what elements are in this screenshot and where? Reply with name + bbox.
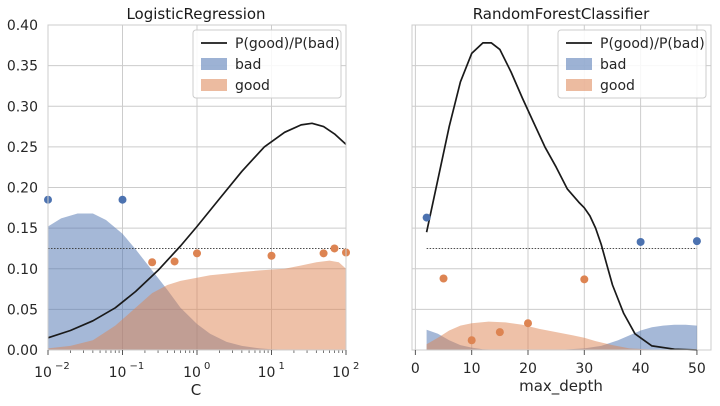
good-point	[148, 258, 157, 267]
bad-point	[692, 237, 701, 246]
x-tick-label: 40	[632, 361, 650, 377]
x-tick-label-base: 10	[109, 365, 127, 381]
x-tick-label-exponent: 1	[279, 361, 285, 372]
good_points	[439, 274, 589, 345]
legend: P(good)/P(bad) bad good	[192, 29, 342, 99]
bad-point	[118, 195, 127, 204]
y-tick-label: 0.20	[7, 181, 38, 197]
x-tick-label-exponent: −1	[130, 361, 145, 372]
x-axis-label: max_depth	[519, 377, 603, 396]
legend-label: bad	[600, 57, 626, 73]
y-tick-label: 0.15	[7, 221, 38, 237]
y-tick-label: 0.35	[7, 59, 38, 75]
x-tick-labels: 10 −2 10 −1 10 0 10 1 10 2	[34, 350, 359, 381]
good_points	[148, 244, 350, 267]
legend-bad-swatch	[201, 58, 227, 70]
bad_points	[422, 213, 701, 246]
x-tick-label-exponent: 0	[204, 361, 210, 372]
good-point	[495, 328, 504, 337]
y-tick-label: 0.40	[7, 18, 38, 34]
y-tick-label: 0.05	[7, 302, 38, 318]
x-tick-label-base: 10	[332, 365, 350, 381]
legend-label: P(good)/P(bad)	[235, 36, 340, 52]
bad-point	[422, 213, 431, 222]
legend-bad-swatch	[566, 58, 592, 70]
good-density-area	[48, 260, 346, 350]
x-tick-label: 20	[519, 361, 537, 377]
legend-label: good	[235, 78, 270, 94]
legend-good-swatch	[201, 79, 227, 91]
x-tick-label: 10	[463, 361, 481, 377]
x-tick-label: 0	[411, 361, 420, 377]
legend-label: P(good)/P(bad)	[600, 36, 705, 52]
x-tick-label-exponent: 2	[353, 361, 359, 372]
good-point	[467, 336, 476, 345]
plot-frame	[411, 24, 712, 351]
x-tick-label: 30	[575, 361, 593, 377]
x-tick-label: 50	[688, 361, 706, 377]
random-forest-panel: RandomForestClassifier 0 10 20 30 40 50 P(good…	[411, 5, 712, 396]
logistic-regression-panel: LogisticRegression 0.000.050.100.150.200…	[7, 5, 360, 399]
legend-label: bad	[235, 57, 261, 73]
y-tick-labels: 0.00 0.05 0.10 0.15 0.20 0.25 0.30 0.35 0.40	[7, 18, 38, 359]
bad-density-area	[48, 213, 346, 350]
x-tick-labels: 0 10 20 30 40 50	[411, 350, 706, 377]
y-tick-label: 0.00	[7, 343, 38, 359]
chart-title: LogisticRegression	[126, 5, 265, 23]
legend-box	[557, 29, 707, 99]
good-point	[523, 319, 532, 328]
ratio-line	[425, 42, 697, 351]
y-tick-label: 0.10	[7, 262, 38, 278]
legend-box	[192, 29, 342, 99]
good-point	[330, 244, 339, 253]
bad-point	[636, 237, 645, 246]
legend-label: good	[600, 78, 635, 94]
good-point	[267, 251, 276, 260]
ratio-line	[47, 122, 347, 339]
x-tick-label-base: 10	[34, 365, 52, 381]
x-tick-label-base: 10	[258, 365, 276, 381]
good-point	[580, 275, 589, 284]
plot-area: 0 10 20 30 40 50 P(good)/P(bad) bad good	[411, 24, 712, 377]
legend-good-swatch	[566, 79, 592, 91]
bad-density-area	[426, 324, 697, 350]
y-tick-label: 0.30	[7, 99, 38, 115]
y-tick-label: 0.25	[7, 140, 38, 156]
x-tick-label-base: 10	[183, 365, 201, 381]
good-density-area	[426, 321, 697, 350]
good-point	[319, 249, 328, 258]
good-point	[193, 249, 201, 258]
good-point	[170, 257, 179, 266]
chart-title: RandomForestClassifier	[473, 5, 650, 23]
legend: P(good)/P(bad) bad good	[557, 29, 707, 99]
x-axis-label: C	[191, 381, 201, 399]
good-point	[439, 274, 448, 283]
x-tick-label-exponent: −2	[55, 361, 70, 372]
